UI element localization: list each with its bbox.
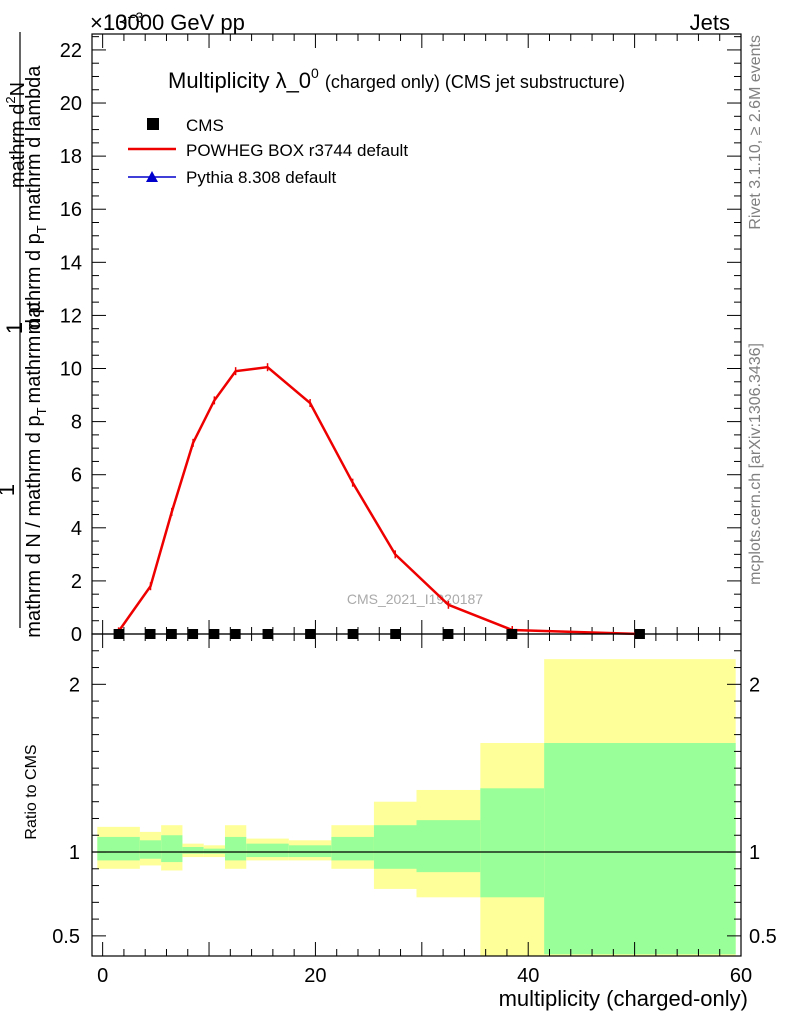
y-tick-label: 18: [60, 146, 82, 168]
y-tick-label: 6: [71, 465, 82, 487]
y-label-prefix: 1: [2, 322, 27, 334]
y-label-one: 1: [0, 484, 19, 496]
ratio-band-green: [288, 845, 332, 858]
y-tick-label: 4: [71, 518, 82, 540]
plot-title: Multiplicity λ_00 (charged only) (CMS jet…: [168, 65, 625, 93]
x-tick-label: 60: [730, 965, 752, 987]
ratio-band-green: [203, 848, 225, 854]
ratio-tick-label: 2: [69, 674, 80, 696]
ratio-band-green: [182, 846, 204, 854]
ratio-band-green: [139, 840, 162, 859]
header-jets: Jets: [690, 10, 730, 35]
y-tick-label: 8: [71, 412, 82, 434]
ratio-bands: [92, 659, 741, 956]
y-tick-label: 14: [60, 252, 82, 274]
watermark: CMS_2021_I1920187: [347, 591, 483, 607]
ratio-frame: [91, 633, 742, 957]
legend-pythia-marker: [146, 171, 158, 182]
x-tick-label: 40: [517, 965, 539, 987]
y-tick-label: 0: [71, 624, 82, 646]
y-tick-label: 20: [60, 93, 82, 115]
y-tick-label: 22: [60, 40, 82, 62]
ratio-tick-label: 1: [69, 842, 80, 864]
y-label-d2-denominator: mathrm d pTmathrm d lambda: [23, 65, 49, 335]
ratio-tick-label-right: 2: [749, 674, 760, 696]
ratio-band-green: [161, 835, 183, 863]
upper-axis-ticks: 0 2 4 6 8 10 12 14 16 18 20 22: [60, 34, 742, 646]
y-tick-label: 16: [60, 199, 82, 221]
ratio-band-green: [224, 836, 247, 861]
y-label-numerator: mathrm d2N: [3, 82, 29, 188]
y-tick-label: 12: [60, 305, 82, 327]
legend-cms-marker: [147, 118, 159, 130]
x-tick-label: 20: [304, 965, 326, 987]
ratio-axis-label: Ratio to CMS: [23, 744, 40, 839]
rivet-label: Rivet 3.1.10, ≥ 2.6M events: [747, 35, 764, 230]
ratio-band-green: [97, 836, 140, 861]
ratio-tick-label: 0.5: [52, 926, 80, 948]
header-energy: 13000 GeV pp: [103, 10, 245, 35]
y-tick-label: 2: [71, 571, 82, 593]
exponent-label: ×10−3: [90, 9, 144, 35]
mcplots-label: mcplots.cern.ch [arXiv:1306.3436]: [747, 343, 764, 585]
ratio-band-green: [331, 836, 374, 861]
y-axis-label: 1: [2, 322, 27, 334]
ratio-band-green: [246, 843, 289, 858]
legend-pythia-label: Pythia 8.308 default: [186, 168, 337, 187]
ratio-axis-ticks: 0.5 0.51 12 20 20 40 60: [52, 634, 777, 987]
ratio-band-green: [416, 820, 481, 873]
legend: CMS POWHEG BOX r3744 default Pythia 8.30…: [128, 116, 408, 187]
ratio-tick-label-right: 0.5: [749, 926, 777, 948]
y-label-denominator: mathrm d N / mathrm d pTmathrm d p: [23, 302, 49, 637]
ratio-band-green: [480, 788, 545, 898]
ratio-band-green: [373, 825, 417, 869]
legend-cms-label: CMS: [186, 116, 224, 135]
y-tick-label: 10: [60, 359, 82, 381]
ratio-tick-label-right: 1: [749, 842, 760, 864]
x-tick-label: 0: [97, 965, 108, 987]
ratio-band-green: [544, 743, 736, 955]
x-axis-label: multiplicity (charged-only): [499, 986, 748, 1011]
legend-powheg-label: POWHEG BOX r3744 default: [186, 141, 408, 160]
